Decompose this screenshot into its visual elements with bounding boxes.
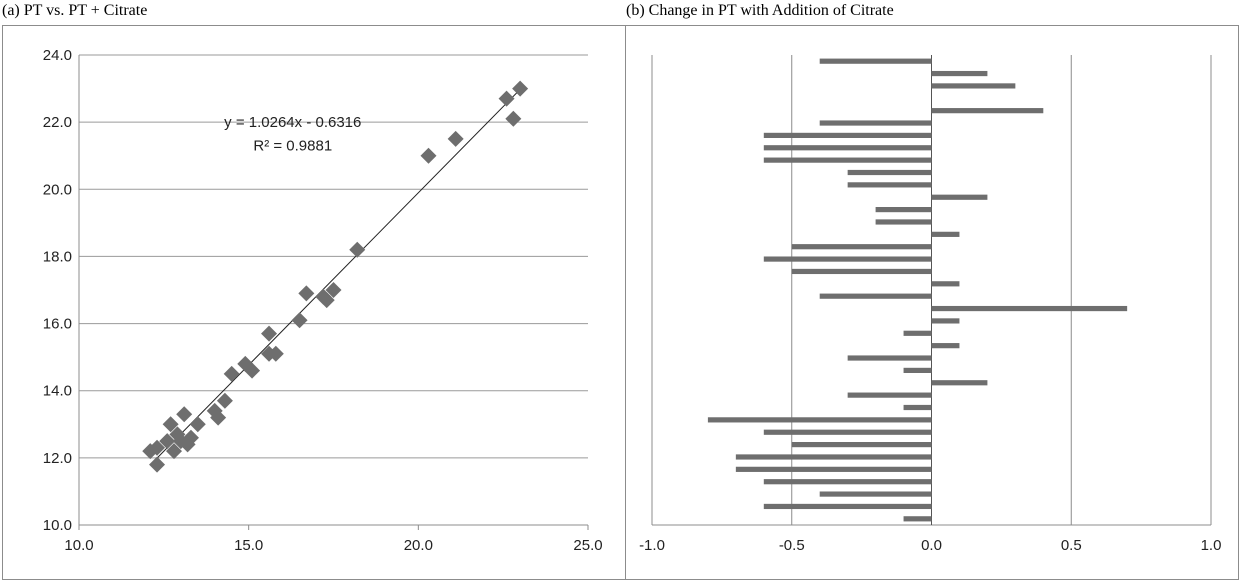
bar xyxy=(763,145,932,151)
bar xyxy=(847,355,932,361)
bar xyxy=(791,268,932,275)
bar xyxy=(819,293,932,299)
bar xyxy=(847,182,932,188)
x-tick-label: -0.5 xyxy=(779,537,805,554)
x-tick-label: -1.0 xyxy=(639,537,665,554)
scatter-point xyxy=(498,90,515,107)
scatter-point xyxy=(505,110,522,127)
bar xyxy=(931,318,960,324)
scatter-point xyxy=(447,130,464,147)
x-tick-label: 15.0 xyxy=(234,537,263,554)
bar xyxy=(903,367,932,373)
bar xyxy=(903,404,932,411)
y-tick-label: 10.0 xyxy=(43,517,72,534)
scatter-point xyxy=(244,362,261,379)
bar xyxy=(735,454,932,460)
bar xyxy=(735,466,932,472)
bar xyxy=(931,70,988,77)
scatter-point xyxy=(512,80,529,97)
scatter-point xyxy=(291,312,308,329)
x-tick-label: 1.0 xyxy=(1201,537,1222,554)
bar xyxy=(931,108,1044,114)
scatter-point xyxy=(349,241,366,258)
y-tick-label: 16.0 xyxy=(43,316,72,333)
bar-chart-svg: -1.0 -0.5 0.0 0.5 1.0 xyxy=(639,55,1222,554)
x-tick-label: 0.5 xyxy=(1061,537,1082,554)
scatter-point xyxy=(149,439,166,456)
scatter-point xyxy=(149,456,166,473)
bar xyxy=(763,132,932,138)
scatter-point xyxy=(298,285,315,302)
y-tick-label: 18.0 xyxy=(43,248,72,265)
scatter-point xyxy=(325,282,342,298)
bar xyxy=(903,516,932,522)
bar xyxy=(931,83,1016,89)
scatter-chart-panel: 10.0 12.0 14.0 16.0 18.0 20.0 22.0 24.0 10.0 15.0… xyxy=(2,25,626,580)
panel-a-title: (a) PT vs. PT + Citrate xyxy=(2,2,148,19)
bar xyxy=(819,120,932,126)
r-squared-label: R² = 0.9881 xyxy=(253,138,332,155)
scatter-point xyxy=(176,406,193,423)
bar xyxy=(763,256,932,262)
scatter-point xyxy=(210,409,227,426)
bar xyxy=(819,491,932,497)
scatter-point xyxy=(189,416,206,433)
bar xyxy=(819,58,932,64)
trendline-equation: y = 1.0264x - 0.6316 xyxy=(224,114,361,131)
bar-chart-panel: -1.0 -0.5 0.0 0.5 1.0 xyxy=(625,25,1239,580)
x-tick-label: 10.0 xyxy=(64,537,93,554)
trendline xyxy=(149,90,519,466)
scatter-point xyxy=(267,345,284,362)
panel-b-title: (b) Change in PT with Addition of Citrat… xyxy=(626,2,894,19)
scatter-point xyxy=(166,443,183,460)
scatter-chart-svg: 10.0 12.0 14.0 16.0 18.0 20.0 22.0 24.0 10.0 15.0… xyxy=(43,47,603,554)
bar xyxy=(875,219,932,225)
x-tick-label: 25.0 xyxy=(573,537,602,554)
bar xyxy=(763,429,932,435)
bar xyxy=(931,281,960,287)
scatter-point xyxy=(162,416,179,433)
scatter-point xyxy=(223,365,240,382)
y-tick-label: 22.0 xyxy=(43,114,72,131)
scatter-point xyxy=(261,325,278,342)
bar xyxy=(791,244,932,250)
bar xyxy=(847,169,932,176)
scatter-point xyxy=(318,292,335,309)
bar xyxy=(707,417,932,423)
bar xyxy=(875,207,932,213)
scatter-point xyxy=(420,147,437,164)
scatter-point xyxy=(159,433,176,450)
bar xyxy=(763,479,932,485)
bar xyxy=(763,503,932,510)
y-tick-label: 12.0 xyxy=(43,450,72,467)
bar xyxy=(931,380,988,386)
scatter-point xyxy=(182,429,199,446)
bar xyxy=(931,194,988,200)
y-tick-label: 24.0 xyxy=(43,47,72,64)
bar xyxy=(931,231,960,237)
bar xyxy=(931,305,1128,312)
x-tick-label: 0.0 xyxy=(921,537,942,554)
bar xyxy=(763,157,932,163)
bar xyxy=(903,330,932,336)
bar xyxy=(847,392,932,398)
y-tick-label: 14.0 xyxy=(43,383,72,400)
x-tick-label: 20.0 xyxy=(404,537,433,554)
scatter-point xyxy=(216,392,233,409)
bar xyxy=(791,442,932,448)
bar xyxy=(931,343,960,349)
y-tick-label: 20.0 xyxy=(43,181,72,198)
